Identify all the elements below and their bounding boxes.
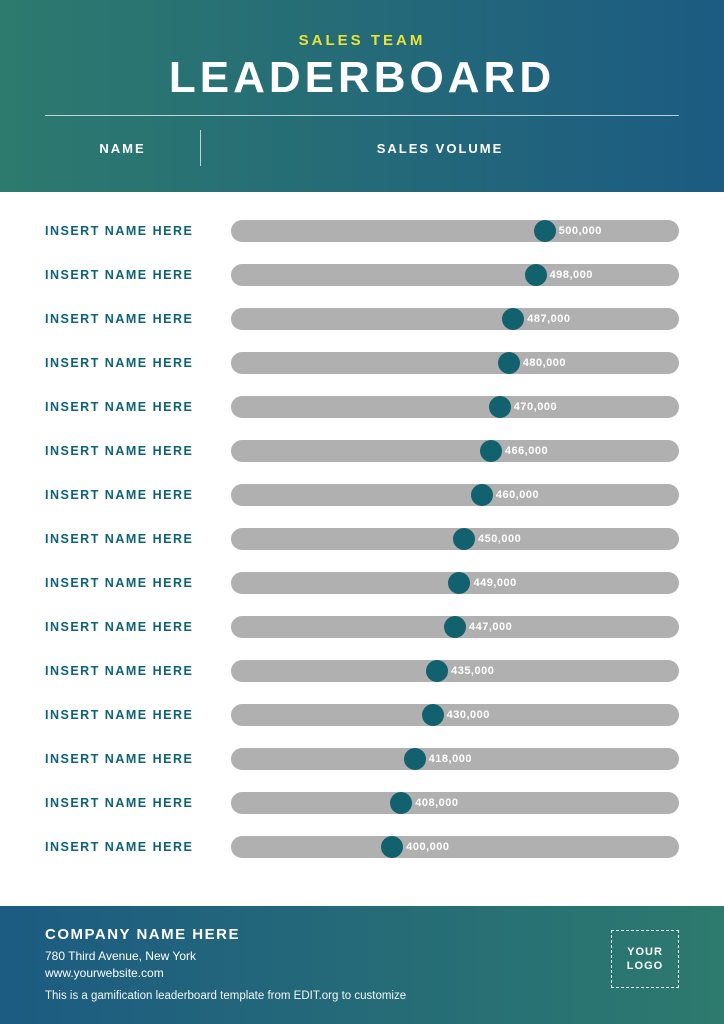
bar-marker-icon: [498, 352, 520, 374]
leaderboard-row: INSERT NAME HERE 447,000: [45, 616, 679, 638]
row-name-label: INSERT NAME HERE: [45, 576, 213, 590]
bar-container: 498,000: [231, 264, 679, 286]
leaderboard-row: INSERT NAME HERE 487,000: [45, 308, 679, 330]
bar-container: 435,000: [231, 660, 679, 682]
bar-track: [231, 264, 679, 286]
bar-marker-icon: [404, 748, 426, 770]
company-address: 780 Third Avenue, New York: [45, 949, 679, 963]
footer-disclaimer: This is a gamification leaderboard templ…: [45, 990, 679, 1002]
bar-track: [231, 308, 679, 330]
leaderboard-row: INSERT NAME HERE 435,000: [45, 660, 679, 682]
leaderboard-row: INSERT NAME HERE 418,000: [45, 748, 679, 770]
logo-placeholder: YOUR LOGO: [611, 930, 679, 988]
bar-container: 460,000: [231, 484, 679, 506]
row-name-label: INSERT NAME HERE: [45, 532, 213, 546]
leaderboard-row: INSERT NAME HERE 450,000: [45, 528, 679, 550]
row-name-label: INSERT NAME HERE: [45, 356, 213, 370]
leaderboard-row: INSERT NAME HERE 460,000: [45, 484, 679, 506]
bar-value-label: 447,000: [469, 621, 512, 633]
leaderboard-body: INSERT NAME HERE 500,000 INSERT NAME HERE 4…: [0, 192, 724, 906]
bar-marker-icon: [448, 572, 470, 594]
bar-value-label: 498,000: [550, 269, 593, 281]
row-name-label: INSERT NAME HERE: [45, 752, 213, 766]
bar-container: 480,000: [231, 352, 679, 374]
bar-value-label: 435,000: [451, 665, 494, 677]
row-name-label: INSERT NAME HERE: [45, 840, 213, 854]
bar-container: 487,000: [231, 308, 679, 330]
bar-value-label: 449,000: [473, 577, 516, 589]
bar-track: [231, 352, 679, 374]
bar-marker-icon: [381, 836, 403, 858]
bar-marker-icon: [471, 484, 493, 506]
bar-value-label: 430,000: [447, 709, 490, 721]
bar-container: 430,000: [231, 704, 679, 726]
leaderboard-row: INSERT NAME HERE 408,000: [45, 792, 679, 814]
bar-value-label: 480,000: [523, 357, 566, 369]
leaderboard-page: SALES TEAM LEADERBOARD NAME SALES VOLUME…: [0, 0, 724, 1024]
row-name-label: INSERT NAME HERE: [45, 444, 213, 458]
company-name: COMPANY NAME HERE: [45, 926, 679, 943]
bar-marker-icon: [453, 528, 475, 550]
leaderboard-row: INSERT NAME HERE 466,000: [45, 440, 679, 462]
bar-marker-icon: [444, 616, 466, 638]
bar-container: 418,000: [231, 748, 679, 770]
bar-value-label: 400,000: [406, 841, 449, 853]
bar-container: 470,000: [231, 396, 679, 418]
leaderboard-row: INSERT NAME HERE 500,000: [45, 220, 679, 242]
leaderboard-row: INSERT NAME HERE 449,000: [45, 572, 679, 594]
bar-marker-icon: [390, 792, 412, 814]
bar-value-label: 500,000: [559, 225, 602, 237]
bar-value-label: 450,000: [478, 533, 521, 545]
leaderboard-row: INSERT NAME HERE 498,000: [45, 264, 679, 286]
bar-marker-icon: [502, 308, 524, 330]
bar-track: [231, 440, 679, 462]
header-title: LEADERBOARD: [45, 53, 679, 103]
bar-container: 450,000: [231, 528, 679, 550]
bar-container: 400,000: [231, 836, 679, 858]
bar-marker-icon: [426, 660, 448, 682]
bar-value-label: 408,000: [415, 797, 458, 809]
row-name-label: INSERT NAME HERE: [45, 224, 213, 238]
bar-track: [231, 220, 679, 242]
bar-track: [231, 836, 679, 858]
bar-container: 408,000: [231, 792, 679, 814]
bar-container: 447,000: [231, 616, 679, 638]
column-headers: NAME SALES VOLUME: [45, 115, 679, 174]
row-name-label: INSERT NAME HERE: [45, 620, 213, 634]
leaderboard-row: INSERT NAME HERE 400,000: [45, 836, 679, 858]
bar-track: [231, 396, 679, 418]
leaderboard-row: INSERT NAME HERE 430,000: [45, 704, 679, 726]
bar-value-label: 470,000: [514, 401, 557, 413]
bar-value-label: 418,000: [429, 753, 472, 765]
leaderboard-row: INSERT NAME HERE 480,000: [45, 352, 679, 374]
footer: COMPANY NAME HERE 780 Third Avenue, New …: [0, 906, 724, 1024]
row-name-label: INSERT NAME HERE: [45, 400, 213, 414]
row-name-label: INSERT NAME HERE: [45, 312, 213, 326]
bar-marker-icon: [489, 396, 511, 418]
leaderboard-row: INSERT NAME HERE 470,000: [45, 396, 679, 418]
header: SALES TEAM LEADERBOARD NAME SALES VOLUME: [0, 0, 724, 192]
column-volume-header: SALES VOLUME: [201, 141, 679, 156]
bar-marker-icon: [480, 440, 502, 462]
row-name-label: INSERT NAME HERE: [45, 488, 213, 502]
row-name-label: INSERT NAME HERE: [45, 664, 213, 678]
bar-marker-icon: [525, 264, 547, 286]
header-subtitle: SALES TEAM: [45, 32, 679, 49]
bar-container: 449,000: [231, 572, 679, 594]
bar-marker-icon: [422, 704, 444, 726]
company-website: www.yourwebsite.com: [45, 966, 679, 980]
bar-value-label: 487,000: [527, 313, 570, 325]
bar-value-label: 466,000: [505, 445, 548, 457]
bar-track: [231, 484, 679, 506]
row-name-label: INSERT NAME HERE: [45, 796, 213, 810]
bar-marker-icon: [534, 220, 556, 242]
bar-value-label: 460,000: [496, 489, 539, 501]
bar-container: 500,000: [231, 220, 679, 242]
bar-container: 466,000: [231, 440, 679, 462]
row-name-label: INSERT NAME HERE: [45, 708, 213, 722]
column-name-header: NAME: [45, 141, 200, 156]
row-name-label: INSERT NAME HERE: [45, 268, 213, 282]
